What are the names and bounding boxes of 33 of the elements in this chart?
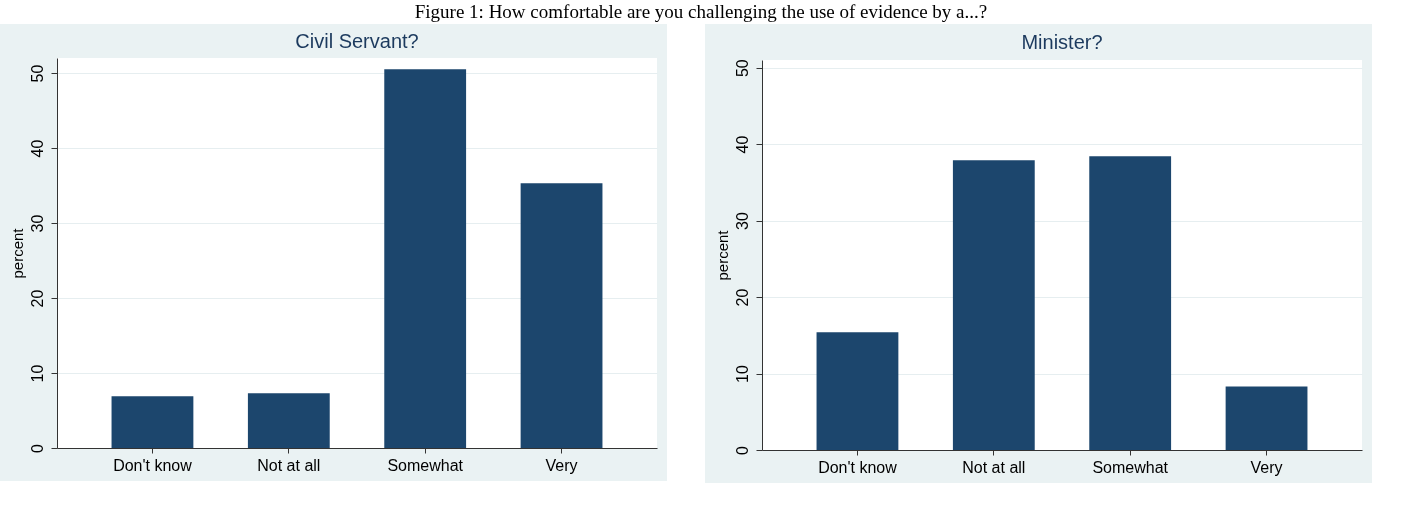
y-tick-label: 20 — [733, 288, 751, 307]
bar — [384, 69, 467, 448]
x-tick-label: Very — [1250, 458, 1283, 476]
y-tick-label: 10 — [28, 364, 46, 383]
bar — [1089, 156, 1172, 450]
bar — [111, 396, 194, 448]
x-tick-label: Don't know — [818, 458, 898, 476]
y-tick-label: 30 — [733, 212, 751, 230]
bar — [520, 183, 603, 448]
y-tick-label: 0 — [28, 443, 46, 453]
x-tick-label: Somewhat — [387, 456, 464, 474]
x-tick-label: Don't know — [113, 456, 193, 474]
y-tick-label: 20 — [28, 289, 46, 308]
y-tick-label: 40 — [28, 139, 46, 158]
y-tick-label: 50 — [28, 64, 46, 83]
y-tick-label: 40 — [733, 135, 751, 154]
bar — [816, 332, 899, 450]
chart-title: Civil Servant? — [295, 30, 419, 52]
bar — [247, 393, 330, 448]
x-tick-label: Not at all — [962, 458, 1026, 476]
bar — [952, 160, 1035, 450]
bar — [1225, 386, 1308, 450]
chart-title: Minister? — [1021, 30, 1103, 53]
y-tick-label: 0 — [733, 445, 751, 455]
y-tick-label: 30 — [28, 214, 46, 233]
caption: Figure 1: How comfortable are you challenging the use of evidence by a...? — [413, 0, 989, 24]
y-tick-label: 50 — [733, 59, 751, 78]
x-tick-label: Somewhat — [1092, 458, 1169, 476]
y-axis-title: percent — [713, 229, 731, 281]
x-tick-label: Not at all — [257, 456, 321, 474]
x-tick-label: Very — [545, 456, 578, 474]
y-tick-label: 10 — [733, 365, 751, 383]
y-axis-title: percent — [8, 227, 26, 279]
